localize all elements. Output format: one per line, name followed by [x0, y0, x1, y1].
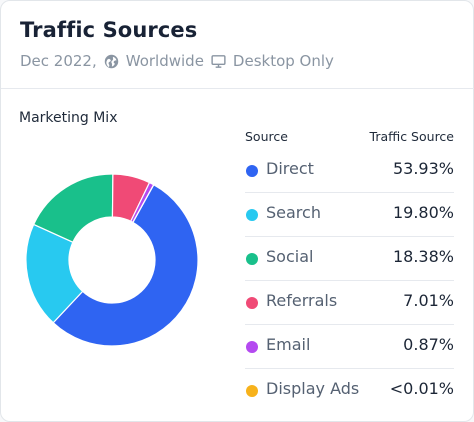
table-header: Source Traffic Source [245, 128, 454, 148]
source-value-direct: 53.93% [392, 159, 454, 178]
meta-row: Dec 2022, Worldwide Desktop Only [20, 50, 334, 72]
source-value-email: 0.87% [403, 335, 454, 354]
date-label: Dec 2022, [20, 52, 97, 70]
legend-dot-email [246, 341, 258, 353]
source-label-email: Email [266, 335, 311, 354]
source-label-direct: Direct [266, 159, 314, 178]
globe-icon [104, 54, 118, 68]
source-value-referrals: 7.01% [403, 291, 454, 310]
legend-dot-social [246, 253, 258, 265]
source-label-display-ads: Display Ads [266, 379, 360, 398]
donut-chart [25, 173, 199, 347]
section-title: Marketing Mix [19, 110, 118, 126]
table-row-search: Search 19.80% [245, 193, 454, 237]
legend-dot-display-ads [246, 385, 258, 397]
source-label-social: Social [266, 247, 314, 266]
table-row-direct: Direct 53.93% [245, 149, 454, 193]
table-row-email: Email 0.87% [245, 325, 454, 369]
table-row-display-ads: Display Ads <0.01% [245, 369, 454, 413]
donut-chart-wrap [25, 173, 199, 347]
traffic-table: Source Traffic Source Direct 53.93% Sear… [245, 128, 454, 413]
donut-slice-display-ads [132, 183, 155, 224]
source-value-social: 18.38% [392, 247, 454, 266]
table-row-social: Social 18.38% [245, 237, 454, 281]
card-title: Traffic Sources [20, 18, 198, 42]
desktop-icon [211, 54, 226, 68]
source-value-search: 19.80% [392, 203, 454, 222]
column-traffic-header: Traffic Source [369, 129, 454, 144]
device-label: Desktop Only [232, 52, 334, 70]
donut-slice-direct [52, 183, 199, 347]
legend-dot-referrals [246, 297, 258, 309]
column-source-header: Source [245, 129, 288, 144]
table-row-referrals: Referrals 7.01% [245, 281, 454, 325]
region-label: Worldwide [125, 52, 204, 70]
source-label-referrals: Referrals [266, 291, 338, 310]
card-header: Traffic Sources Dec 2022, Worldwide Desk… [1, 1, 474, 89]
legend-dot-search [246, 209, 258, 221]
source-label-search: Search [266, 203, 321, 222]
source-value-display-ads: <0.01% [389, 379, 454, 398]
legend-dot-direct [246, 165, 258, 177]
